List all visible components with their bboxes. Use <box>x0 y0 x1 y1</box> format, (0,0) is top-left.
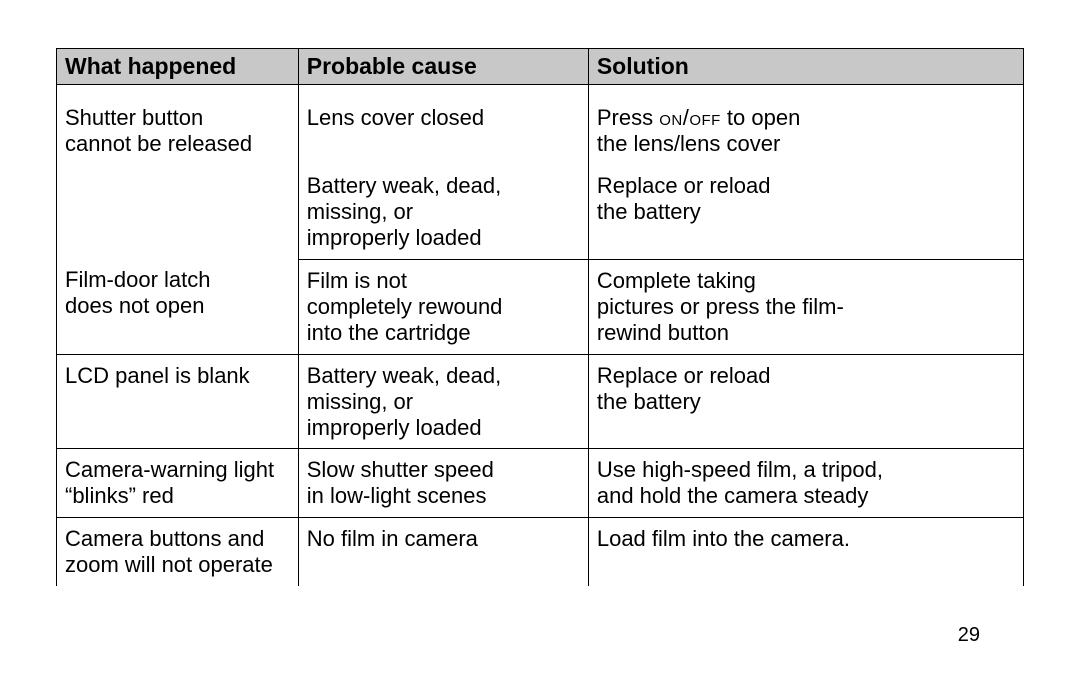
cell-cause: No film in camera <box>298 518 588 586</box>
cell-cause: Battery weak, dead,missing, orimproperly… <box>298 165 588 259</box>
cell-what: Camera buttons andzoom will not operate <box>57 518 299 586</box>
table-row: Camera buttons andzoom will not operate … <box>57 518 1024 586</box>
table-row: LCD panel is blank Battery weak, dead,mi… <box>57 354 1024 449</box>
cell-solution: Replace or reloadthe battery <box>588 165 1023 259</box>
page-number: 29 <box>958 624 980 647</box>
table-row: Shutter buttoncannot be released Lens co… <box>57 85 1024 165</box>
on-off-smallcaps: on/off <box>659 105 721 130</box>
table-row: Camera-warning light“blinks” red Slow sh… <box>57 449 1024 518</box>
cell-cause: Film is notcompletely rewoundinto the ca… <box>298 259 588 354</box>
col-header-solution: Solution <box>588 49 1023 85</box>
cell-what: Camera-warning light“blinks” red <box>57 449 299 518</box>
cell-solution: Press on/off to openthe lens/lens cover <box>588 85 1023 165</box>
cell-cause: Battery weak, dead,missing, orimproperly… <box>298 354 588 449</box>
col-header-cause: Probable cause <box>298 49 588 85</box>
cell-solution: Replace or reloadthe battery <box>588 354 1023 449</box>
cell-solution: Complete takingpictures or press the fil… <box>588 259 1023 354</box>
cell-solution: Use high-speed film, a tripod,and hold t… <box>588 449 1023 518</box>
cell-cause: Lens cover closed <box>298 85 588 165</box>
solution-text-pre: Press <box>597 105 659 130</box>
table-row: Film-door latchdoes not open Film is not… <box>57 259 1024 354</box>
cell-what: LCD panel is blank <box>57 354 299 449</box>
table-header-row: What happened Probable cause Solution <box>57 49 1024 85</box>
page: What happened Probable cause Solution Sh… <box>0 0 1080 675</box>
cell-what: Shutter buttoncannot be released <box>57 85 299 260</box>
cell-solution: Load film into the camera. <box>588 518 1023 586</box>
troubleshooting-table: What happened Probable cause Solution Sh… <box>56 48 1024 586</box>
cell-cause: Slow shutter speedin low-light scenes <box>298 449 588 518</box>
col-header-what: What happened <box>57 49 299 85</box>
cell-what: Film-door latchdoes not open <box>57 259 299 354</box>
